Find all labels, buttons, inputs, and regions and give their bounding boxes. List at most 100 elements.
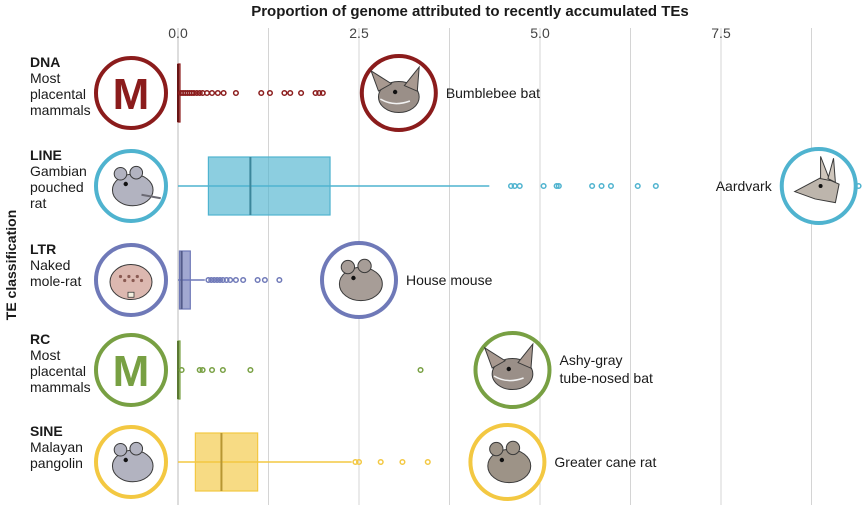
box xyxy=(178,250,191,310)
outlier-point xyxy=(553,182,560,190)
outlier-point xyxy=(540,182,547,190)
category-description-line: placental xyxy=(30,363,86,379)
outlier-point xyxy=(589,182,596,190)
outlier-point xyxy=(399,458,406,466)
outlier-point xyxy=(208,89,216,97)
outlier-point xyxy=(276,276,283,284)
outlier-point xyxy=(598,182,605,190)
outlier-point xyxy=(424,458,431,466)
outlier-point xyxy=(516,182,523,190)
bumblebee-bat-icon xyxy=(370,65,420,114)
outlier-point xyxy=(281,89,288,97)
outlier-point xyxy=(199,366,206,374)
outlier-point xyxy=(227,276,234,284)
naked-mole-rat-icon xyxy=(109,264,153,300)
x-tick-label: 5.0 xyxy=(530,25,550,41)
outlier-point xyxy=(555,182,562,190)
outlier-point xyxy=(196,366,203,374)
outlier-point xyxy=(511,182,518,190)
box xyxy=(194,432,259,492)
house-mouse-icon xyxy=(338,258,383,302)
outlier-point xyxy=(223,276,230,284)
outlier-point xyxy=(261,276,268,284)
outlier-point xyxy=(232,89,239,97)
category-code: LINE xyxy=(30,147,62,163)
category-description-line: Most xyxy=(30,70,60,86)
y-axis-label: TE classification xyxy=(3,210,19,320)
malayan-pangolin-icon xyxy=(111,441,154,483)
outlier-point xyxy=(258,89,265,97)
outlier-point xyxy=(652,182,659,190)
outlier-point xyxy=(355,458,363,466)
outlier-point xyxy=(216,276,224,284)
outlier-point xyxy=(312,89,319,97)
category-code: RC xyxy=(30,331,50,347)
category-description-line: Malayan xyxy=(30,439,83,455)
ashy-gray-tube-nosed-bat-icon xyxy=(483,342,534,391)
category-description-line: rat xyxy=(30,195,46,211)
outlier-point xyxy=(319,89,326,97)
outlier-point xyxy=(247,366,254,374)
left-medallion xyxy=(94,333,168,407)
annotation-label: Aardvark xyxy=(716,178,773,194)
box xyxy=(207,156,331,216)
category-code: DNA xyxy=(30,54,60,70)
outlier-point xyxy=(214,89,221,97)
category-description-line: pangolin xyxy=(30,455,83,471)
x-tick-labels: 0.0 2.5 5.0 7.5 xyxy=(168,25,731,41)
category-description-line: mole-rat xyxy=(30,273,81,289)
left-letter: M xyxy=(113,347,150,396)
x-tick-label: 0.0 xyxy=(168,25,188,41)
category-description-line: placental xyxy=(30,86,86,102)
category-description-line: mammals xyxy=(30,102,91,118)
left-letter: M xyxy=(113,70,150,119)
chart-title: Proportion of genome attributed to recen… xyxy=(251,3,689,20)
left-medallion xyxy=(94,56,168,130)
outlier-point xyxy=(298,89,305,97)
outlier-point xyxy=(507,182,515,190)
outlier-point xyxy=(417,366,424,374)
category-description-line: pouched xyxy=(30,179,84,195)
annotation-label: Greater cane rat xyxy=(554,454,656,470)
outlier-point xyxy=(287,89,294,97)
outlier-point xyxy=(203,89,211,97)
outlier-point xyxy=(377,458,384,466)
outlier-point xyxy=(190,89,197,97)
category-description-line: Most xyxy=(30,347,60,363)
annotation-label-line: tube-nosed bat xyxy=(559,370,653,386)
outlier-point xyxy=(208,276,215,284)
outlier-point xyxy=(205,276,212,284)
outlier-point xyxy=(196,89,203,97)
outlier-point xyxy=(214,276,221,284)
outlier-point xyxy=(607,182,615,190)
outlier-point xyxy=(266,89,273,97)
x-tick-label: 7.5 xyxy=(711,25,731,41)
category-code: SINE xyxy=(30,423,63,439)
category-description-line: Gambian xyxy=(30,163,87,179)
outlier-point xyxy=(240,276,247,284)
outlier-point xyxy=(219,276,226,284)
outlier-point xyxy=(178,366,185,374)
outlier-point xyxy=(254,276,261,284)
annotation-label-line: Ashy-gray xyxy=(559,352,622,368)
category-description-line: mammals xyxy=(30,379,91,395)
outlier-point xyxy=(193,89,200,97)
outlier-point xyxy=(219,366,226,374)
x-tick-label: 2.5 xyxy=(349,25,369,41)
greater-cane-rat-icon xyxy=(487,440,532,484)
category-code: LTR xyxy=(30,241,56,257)
outlier-point xyxy=(208,366,216,374)
outlier-point xyxy=(232,276,239,284)
outlier-point xyxy=(316,89,323,97)
outlier-point xyxy=(211,276,218,284)
annotation-label: House mouse xyxy=(406,272,493,288)
outlier-point xyxy=(220,89,227,97)
annotation-label: Bumblebee bat xyxy=(446,85,540,101)
